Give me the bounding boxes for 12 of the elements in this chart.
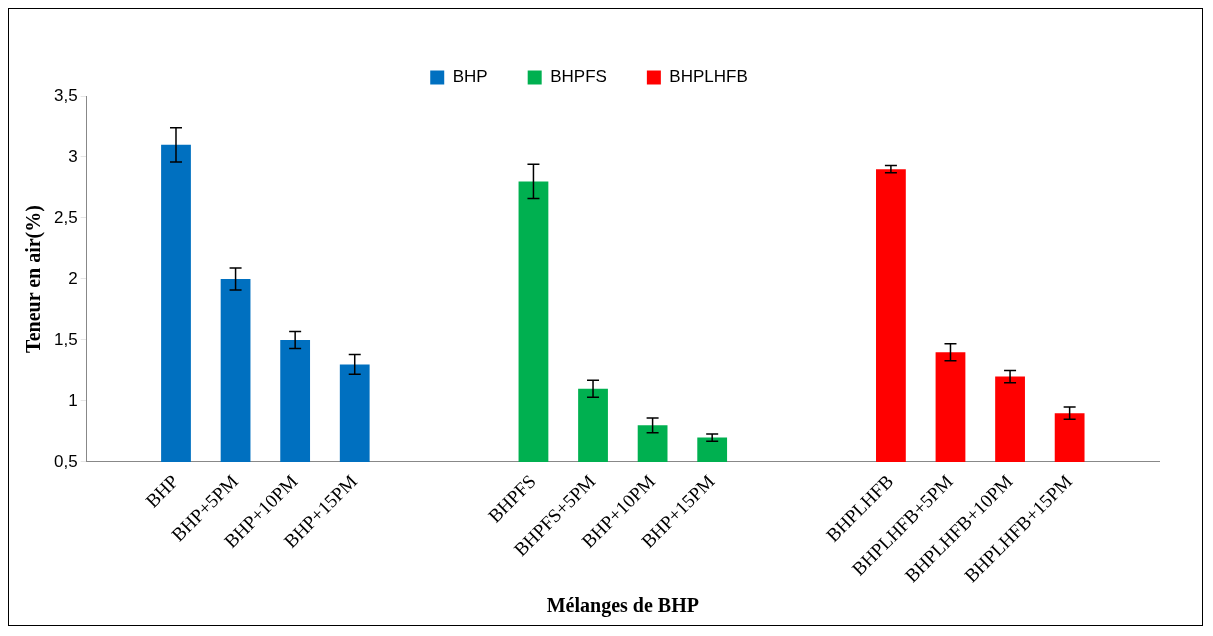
legend-label: BHPFS xyxy=(550,67,607,87)
y-tick-label: 0,5 xyxy=(53,451,78,471)
y-tick-label: 3 xyxy=(68,146,78,166)
y-tick-label: 1 xyxy=(68,390,78,410)
y-tick-label: 2,5 xyxy=(53,207,78,227)
legend-label: BHP xyxy=(452,67,488,87)
y-axis-title: Teneur en air(%) xyxy=(22,205,46,353)
y-tick-label: 3,5 xyxy=(53,85,78,105)
y-tick-label: 1,5 xyxy=(53,329,78,349)
x-axis-title: Mélanges de BHP xyxy=(546,594,699,618)
y-tick-label: 2 xyxy=(68,268,78,288)
legend-label: BHPLHFB xyxy=(669,67,748,87)
